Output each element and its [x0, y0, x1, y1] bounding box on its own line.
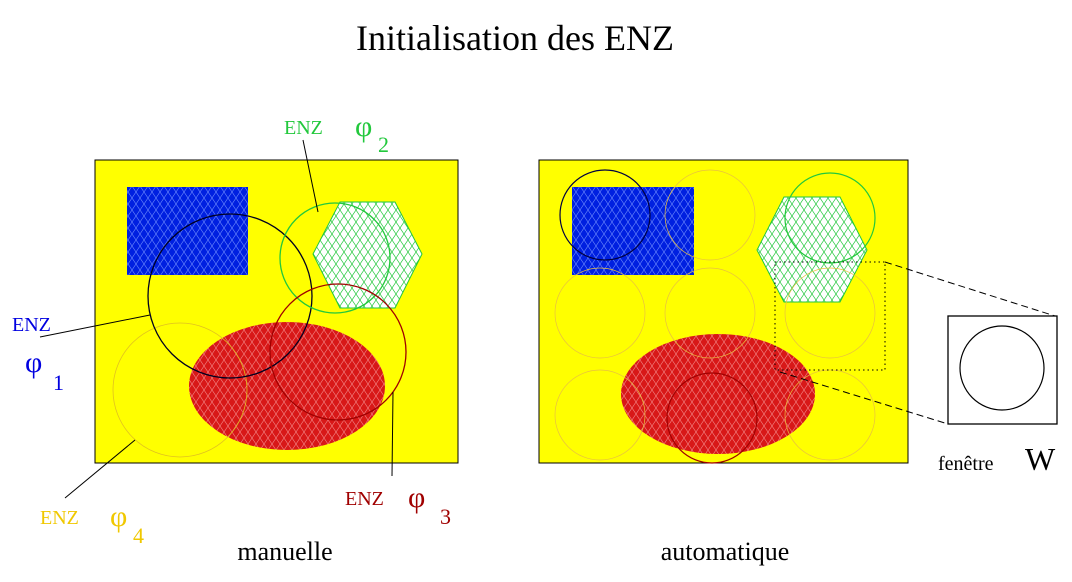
label-symbol: φ — [25, 346, 42, 379]
panel-manual — [39, 139, 459, 499]
label-symbol: φ — [408, 481, 425, 514]
label-enz: ENZ — [345, 488, 384, 510]
label-symbol: φ — [355, 110, 372, 143]
caption: manuelle — [237, 537, 332, 566]
window-symbol: W — [1025, 441, 1056, 477]
caption: automatique — [661, 537, 790, 566]
label-enz: ENZ — [284, 117, 323, 139]
label-index: 2 — [378, 132, 389, 157]
panel-automatic — [538, 159, 1058, 464]
label-enz: ENZ — [40, 507, 79, 529]
title: Initialisation des ENZ — [356, 18, 674, 58]
window-label: fenêtre — [938, 453, 994, 475]
label-enz: ENZ — [12, 314, 51, 336]
label-index: 4 — [133, 523, 144, 548]
label-index: 1 — [53, 370, 64, 395]
label-index: 3 — [440, 504, 451, 529]
label-symbol: φ — [110, 500, 127, 533]
